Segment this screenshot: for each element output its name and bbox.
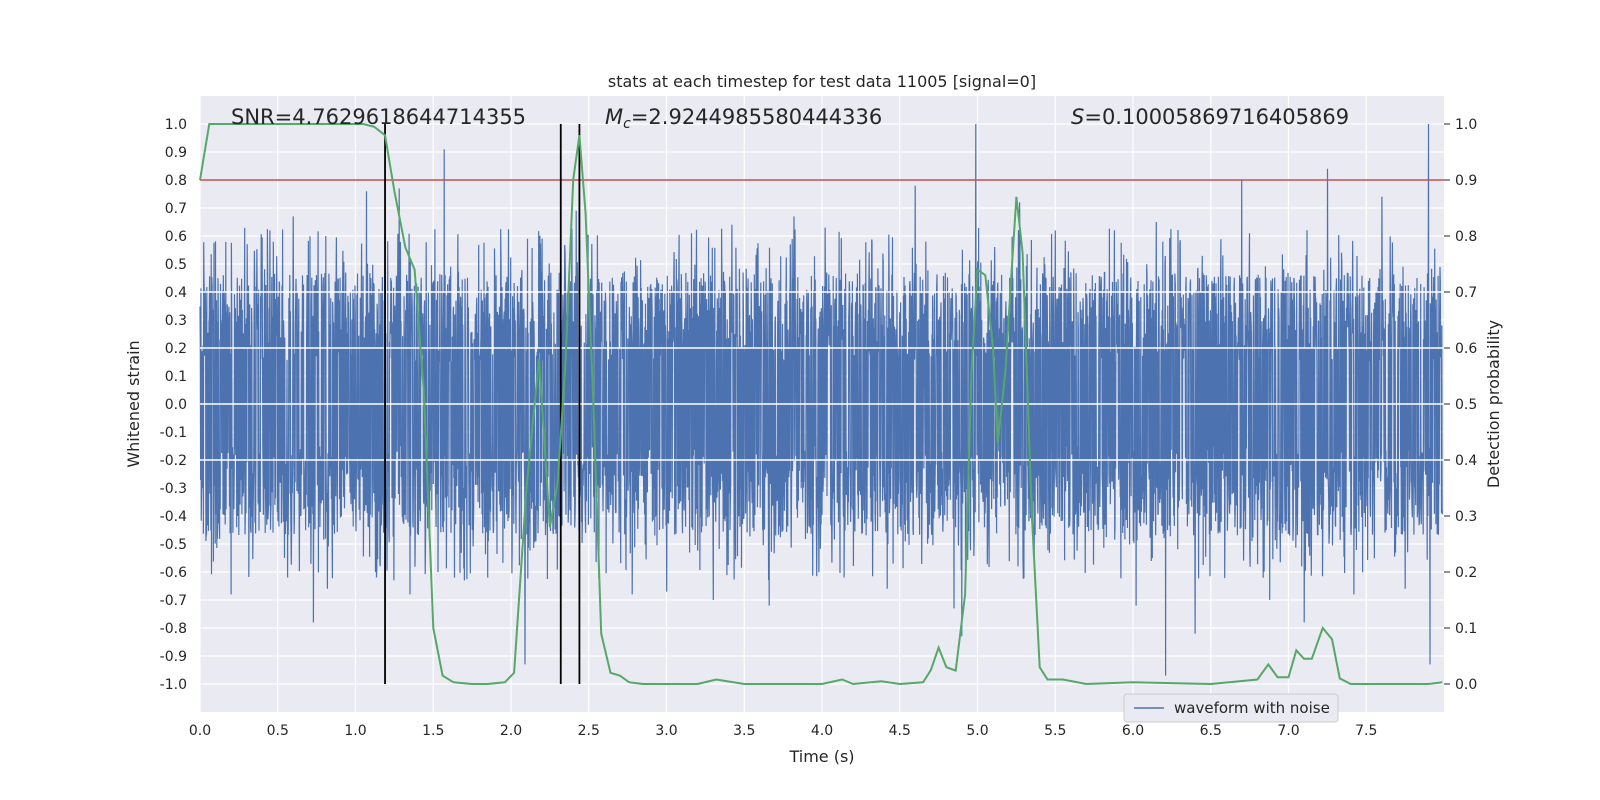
x-tick-label: 0.0 — [189, 723, 211, 739]
snr-annotation: SNR=4.7629618644714355 — [231, 105, 526, 129]
mc-annotation: Mc=2.9244985580444336 — [605, 105, 882, 132]
y-tick-label: -1.0 — [160, 677, 187, 693]
y-tick-label: 0.4 — [165, 285, 187, 301]
x-tick-label: 6.5 — [1200, 723, 1222, 739]
y-tick-label: -0.6 — [160, 565, 187, 581]
y2-tick-label: 0.6 — [1455, 341, 1477, 357]
y2-tick-label: 0.2 — [1455, 565, 1477, 581]
x-tick-label: 2.0 — [500, 723, 522, 739]
y2-tick-labels: 1.0 0.9 0.8 0.7 0.6 0.5 0.4 0.3 0.2 0.1 0.0 — [1444, 117, 1477, 693]
x-tick-label: 3.5 — [733, 723, 755, 739]
y-tick-label: -0.8 — [160, 621, 187, 637]
y-tick-labels: 1.0 0.9 0.8 0.7 0.6 0.5 0.4 0.3 0.2 0.1 0.0 -0.1 -0.… — [160, 117, 187, 693]
y-tick-label: 0.9 — [165, 145, 187, 161]
s-value: =0.10005869716405869 — [1084, 105, 1349, 129]
x-tick-label: 7.0 — [1277, 723, 1299, 739]
y-tick-label: 0.5 — [165, 257, 187, 273]
y-tick-label: 0.8 — [165, 173, 187, 189]
y-tick-label: -0.2 — [160, 453, 187, 469]
x-tick-label: 7.5 — [1355, 723, 1377, 739]
y-axis-label: Whitened strain — [124, 340, 143, 467]
y2-tick-label: 0.7 — [1455, 285, 1477, 301]
x-tick-label: 3.0 — [655, 723, 677, 739]
y-tick-label: 0.3 — [165, 313, 187, 329]
x-tick-label: 4.5 — [889, 723, 911, 739]
x-tick-label: 5.5 — [1044, 723, 1066, 739]
x-tick-label: 2.5 — [578, 723, 600, 739]
x-tick-label: 1.0 — [344, 723, 366, 739]
legend-label: waveform with noise — [1174, 699, 1330, 717]
x-tick-label: 0.5 — [267, 723, 289, 739]
legend-box — [1123, 693, 1339, 723]
x-tick-label: 5.0 — [966, 723, 988, 739]
y-tick-label: 0.2 — [165, 341, 187, 357]
x-tick-label: 4.0 — [811, 723, 833, 739]
y-tick-label: -0.5 — [160, 537, 187, 553]
y2-tick-label: 0.4 — [1455, 453, 1477, 469]
y2-tick-label: 1.0 — [1455, 117, 1477, 133]
y-tick-label: -0.9 — [160, 649, 187, 665]
noise-waveform — [199, 123, 1443, 676]
y2-tick-label: 0.9 — [1455, 173, 1477, 189]
legend: waveform with noise — [1123, 693, 1339, 723]
x-axis-label: Time (s) — [788, 747, 854, 766]
y2-axis-label: Detection probability — [1484, 320, 1503, 488]
y2-tick-label: 0.1 — [1455, 621, 1477, 637]
y-tick-label: -0.7 — [160, 593, 187, 609]
y-tick-label: 0.0 — [165, 397, 187, 413]
y-tick-label: -0.3 — [160, 481, 187, 497]
y2-tick-label: 0.0 — [1455, 677, 1477, 693]
probability-line — [199, 123, 1443, 686]
vertical-markers — [384, 124, 581, 684]
y-tick-label: 0.1 — [165, 369, 187, 385]
x-tick-label: 1.5 — [422, 723, 444, 739]
y2-tick-label: 0.3 — [1455, 509, 1477, 525]
y2-grid — [200, 291, 1444, 461]
y-tick-label: 0.6 — [165, 229, 187, 245]
y2-tick-label: 0.8 — [1455, 229, 1477, 245]
noise-path — [199, 123, 1443, 676]
y-tick-label: 1.0 — [165, 117, 187, 133]
mc-subscript: c — [623, 116, 631, 132]
s-symbol: S — [1071, 105, 1084, 129]
x-tick-labels: 0.0 0.5 1.0 1.5 2.0 2.5 3.0 3.5 4.0 4.5 5.0 5.5 6.0 6… — [189, 723, 1378, 739]
x-tick-label: 6.0 — [1122, 723, 1144, 739]
chart-title: stats at each timestep for test data 110… — [608, 72, 1036, 91]
y2-tick-label: 0.5 — [1455, 397, 1477, 413]
s-annotation: S=0.10005869716405869 — [1071, 105, 1349, 129]
y-tick-label: -0.4 — [160, 509, 187, 525]
y-tick-label: 0.7 — [165, 201, 187, 217]
mc-value: =2.9244985580444336 — [631, 105, 882, 129]
mc-symbol: M — [605, 105, 623, 129]
y-tick-label: -0.1 — [160, 425, 187, 441]
